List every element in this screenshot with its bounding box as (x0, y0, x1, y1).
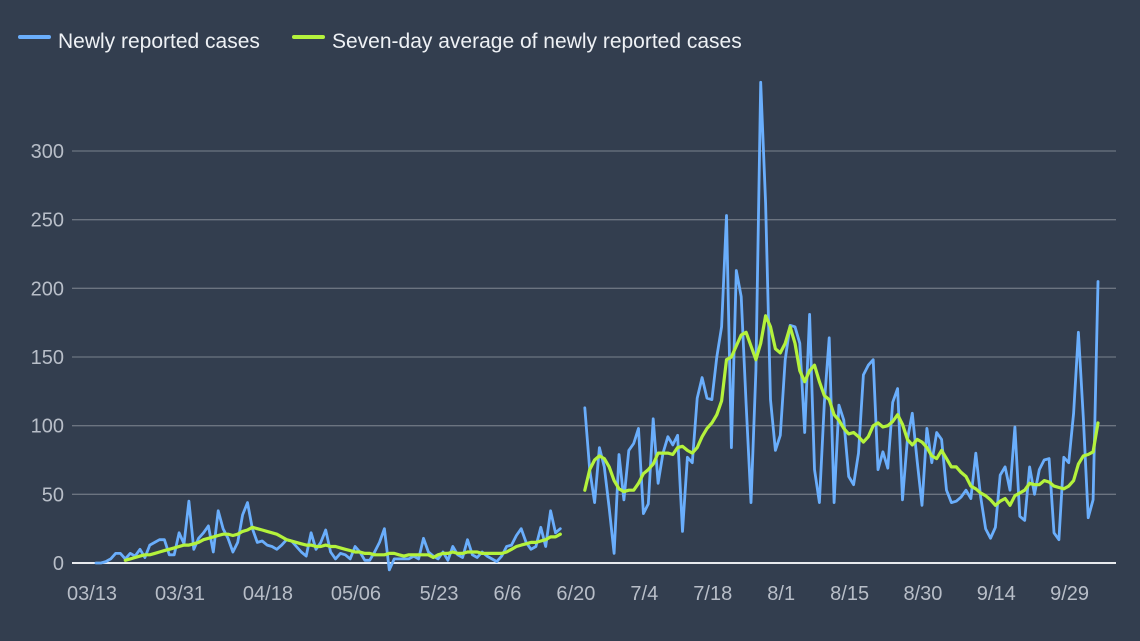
y-tick-label: 300 (31, 141, 64, 163)
x-tick-label: 6/20 (556, 583, 595, 605)
series-line-new-cases (94, 80, 1100, 572)
legend-label-average: Seven-day average of newly reported case… (332, 30, 742, 53)
y-tick-label: 150 (31, 347, 64, 369)
y-tick-label: 100 (31, 416, 64, 438)
series-lines (94, 80, 1100, 572)
x-axis: 03/13 03/31 04/18 05/06 5/23 6/6 6/20 7/4 7/18 8/… (67, 583, 1089, 605)
x-tick-label: 6/6 (494, 583, 522, 605)
x-tick-label: 8/15 (830, 583, 869, 605)
legend-label-new-cases: Newly reported cases (58, 30, 260, 53)
x-tick-label: 9/14 (977, 583, 1016, 605)
x-tick-label: 5/23 (420, 583, 459, 605)
series-line-average (123, 314, 1100, 562)
x-tick-label: 03/13 (67, 583, 117, 605)
legend-item-new-cases[interactable]: Newly reported cases (18, 30, 260, 53)
x-tick-label: 03/31 (155, 583, 205, 605)
x-tick-label: 9/29 (1050, 583, 1089, 605)
y-tick-label: 250 (31, 210, 64, 232)
x-tick-label: 7/18 (693, 583, 732, 605)
legend-item-average[interactable]: Seven-day average of newly reported case… (292, 30, 742, 53)
x-tick-label: 8/30 (903, 583, 942, 605)
x-tick-label: 7/4 (630, 583, 658, 605)
legend: Newly reported cases Seven-day average o… (18, 30, 742, 53)
y-tick-label: 200 (31, 278, 64, 300)
grid-lines (72, 150, 1116, 564)
x-tick-label: 05/06 (331, 583, 381, 605)
x-tick-label: 8/1 (767, 583, 795, 605)
y-axis: 0 50 100 150 200 250 300 (31, 141, 64, 575)
x-tick-label: 04/18 (243, 583, 293, 605)
y-tick-label: 0 (53, 553, 64, 575)
y-tick-label: 50 (42, 484, 64, 506)
